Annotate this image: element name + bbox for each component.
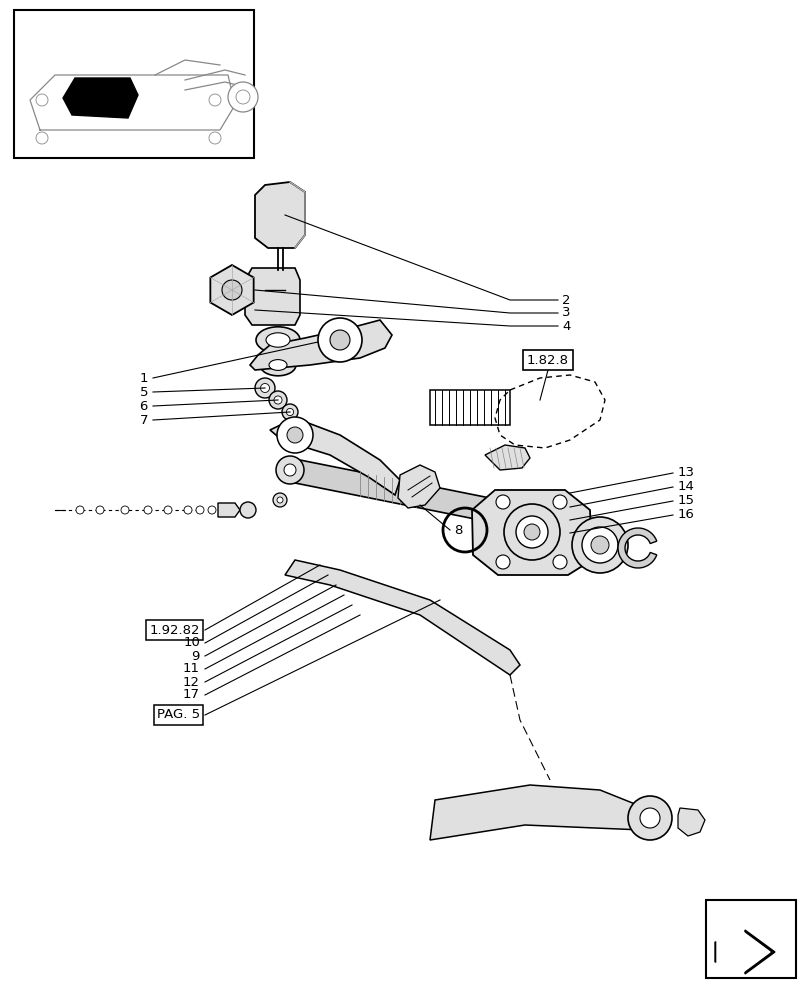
Circle shape [208, 132, 221, 144]
Circle shape [571, 517, 627, 573]
Polygon shape [250, 320, 392, 370]
Polygon shape [430, 785, 644, 840]
Polygon shape [217, 503, 240, 517]
Wedge shape [617, 528, 656, 568]
Text: 11: 11 [182, 662, 200, 676]
Bar [14, 10, 254, 158]
Polygon shape [270, 418, 400, 495]
Text: 4: 4 [561, 320, 569, 332]
Circle shape [504, 504, 560, 560]
Text: 1.92.82: 1.92.82 [149, 624, 200, 637]
Circle shape [286, 427, 303, 443]
Circle shape [36, 132, 48, 144]
Circle shape [273, 396, 281, 404]
Circle shape [221, 506, 229, 514]
Circle shape [590, 536, 608, 554]
Circle shape [121, 506, 129, 514]
Polygon shape [714, 930, 774, 974]
Text: 10: 10 [183, 637, 200, 650]
Circle shape [581, 527, 617, 563]
Ellipse shape [268, 360, 286, 370]
Polygon shape [245, 268, 299, 325]
Text: 1: 1 [139, 371, 148, 384]
Text: 15: 15 [677, 494, 694, 508]
Circle shape [627, 796, 672, 840]
Polygon shape [255, 182, 305, 248]
Text: 2: 2 [561, 294, 570, 306]
Polygon shape [397, 465, 440, 508]
Circle shape [76, 506, 84, 514]
Text: 6: 6 [139, 399, 148, 412]
Circle shape [36, 94, 48, 106]
Circle shape [515, 516, 547, 548]
Circle shape [164, 506, 172, 514]
Circle shape [221, 280, 242, 300]
Polygon shape [210, 265, 253, 315]
Polygon shape [63, 78, 138, 118]
Circle shape [236, 90, 250, 104]
Circle shape [523, 524, 539, 540]
Circle shape [195, 506, 204, 514]
Text: 17: 17 [182, 688, 200, 702]
Circle shape [552, 495, 566, 509]
Circle shape [277, 497, 283, 503]
Text: 13: 13 [677, 466, 694, 480]
Circle shape [96, 506, 104, 514]
Text: 8: 8 [453, 524, 461, 536]
Text: PAG. 5: PAG. 5 [157, 708, 200, 722]
Text: 9: 9 [191, 650, 200, 662]
Circle shape [240, 502, 255, 518]
Polygon shape [290, 458, 489, 522]
Circle shape [260, 383, 269, 392]
Polygon shape [677, 808, 704, 836]
Circle shape [329, 330, 350, 350]
Text: 1.82.8: 1.82.8 [526, 354, 569, 366]
Circle shape [496, 495, 509, 509]
Text: 14: 14 [677, 481, 694, 493]
Circle shape [144, 506, 152, 514]
Text: 5: 5 [139, 385, 148, 398]
Text: 12: 12 [182, 676, 200, 688]
Circle shape [268, 391, 286, 409]
Ellipse shape [260, 354, 296, 376]
Bar [705, 900, 795, 978]
Circle shape [208, 506, 216, 514]
Text: 3: 3 [561, 306, 570, 320]
Circle shape [228, 82, 258, 112]
Ellipse shape [266, 333, 290, 347]
Polygon shape [285, 560, 519, 675]
Polygon shape [430, 390, 509, 425]
Text: 7: 7 [139, 414, 148, 426]
Circle shape [255, 378, 275, 398]
Ellipse shape [255, 327, 299, 353]
Circle shape [276, 456, 303, 484]
Circle shape [284, 464, 296, 476]
Circle shape [318, 318, 362, 362]
Circle shape [639, 808, 659, 828]
Circle shape [272, 493, 286, 507]
Text: 16: 16 [677, 508, 694, 522]
Circle shape [277, 417, 312, 453]
Circle shape [552, 555, 566, 569]
Circle shape [496, 555, 509, 569]
Circle shape [184, 506, 191, 514]
Circle shape [286, 408, 294, 416]
Circle shape [208, 94, 221, 106]
Polygon shape [716, 932, 769, 972]
Polygon shape [471, 490, 591, 575]
Circle shape [281, 404, 298, 420]
Polygon shape [484, 445, 530, 470]
